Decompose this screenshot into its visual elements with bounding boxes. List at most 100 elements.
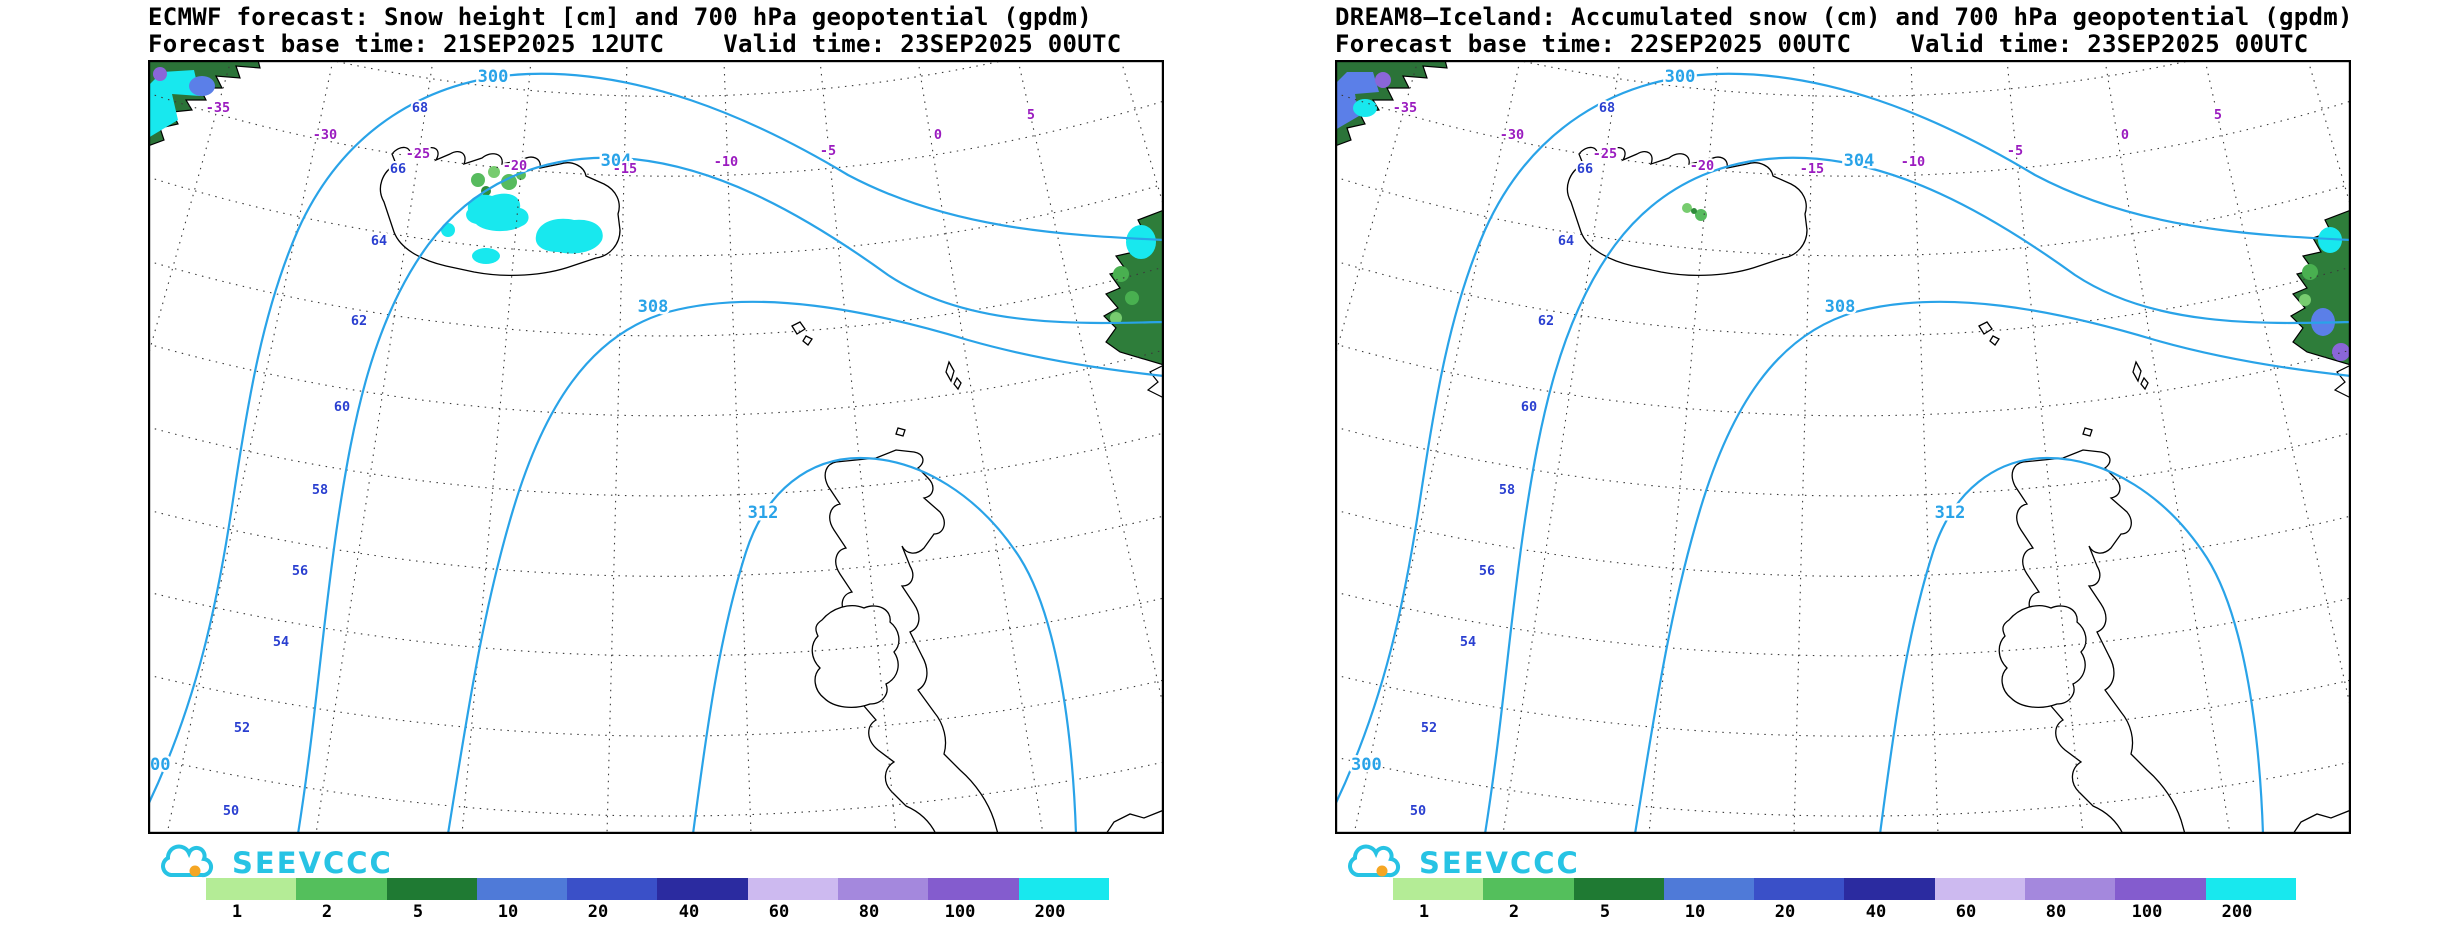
norway-snow-green-1 <box>2302 264 2318 280</box>
colorbar-tick: 2 <box>1508 902 1520 922</box>
snow-shading-dream8 <box>1335 72 2350 361</box>
greenland-snow-blue <box>189 76 215 96</box>
lat-label: 50 <box>223 803 239 819</box>
graticule <box>1335 60 2351 834</box>
iceland-glacier-vatnajokull <box>535 218 603 254</box>
lat-label: 68 <box>1599 100 1615 116</box>
lon-label: 0 <box>934 127 942 143</box>
colorbar-tick: 20 <box>1774 902 1796 922</box>
lon-label: -25 <box>406 146 430 162</box>
graticule-parallels <box>1335 60 2351 817</box>
lon-label: 5 <box>2214 107 2222 123</box>
orkney-islands <box>2082 427 2093 437</box>
panel-dream8-subtitle: Forecast base time: 22SEP2025 00UTC Vali… <box>1335 30 2309 58</box>
lat-label: 60 <box>1521 399 1537 415</box>
lon-label: -35 <box>1393 100 1417 116</box>
greenland-snow-purple <box>153 67 167 81</box>
seevccc-cloud-icon <box>161 844 214 878</box>
lon-label: -20 <box>503 158 527 174</box>
france-coastline <box>2292 809 2351 834</box>
norway-snow-green-2 <box>2299 294 2311 306</box>
forecast-map-dream8: 300 304 308 312 300 -35 -30 -25 -20 -15 … <box>1335 60 2351 834</box>
norway-coast-south <box>2333 364 2351 399</box>
graticule-meridians <box>1335 60 2351 834</box>
colorbar-segment <box>1483 878 1574 900</box>
contour-label-304: 304 <box>601 151 632 171</box>
graticule <box>148 60 1164 834</box>
contour-label-300-bottom: 00 <box>150 755 170 775</box>
snow-colorbar <box>206 878 1109 900</box>
lon-label: -5 <box>2007 143 2023 159</box>
colorbar-tick: 20 <box>587 902 609 922</box>
lat-label: 52 <box>234 720 250 736</box>
iceland-glacier-myrdalsjokull <box>472 248 500 264</box>
lon-label: -15 <box>1800 161 1824 177</box>
contour-308 <box>446 300 1164 834</box>
colorbar-segment <box>1018 878 1109 900</box>
lon-label: -25 <box>1593 146 1617 162</box>
snow-colorbar <box>1393 878 2296 900</box>
iceland-snow-green-2 <box>1695 209 1707 221</box>
geopotential-contours <box>148 72 1164 834</box>
iceland-snow-green-1 <box>1682 203 1692 213</box>
lat-label: 52 <box>1421 720 1437 736</box>
lat-label: 60 <box>334 399 350 415</box>
seevccc-cloud-icon <box>1348 844 1401 878</box>
contour-label-308: 308 <box>638 297 669 317</box>
iceland-snow-green-2 <box>488 166 500 178</box>
lat-label: 66 <box>390 161 406 177</box>
great-britain-coastline <box>824 449 999 834</box>
colorbar-tick: 60 <box>768 902 790 922</box>
colorbar-segment <box>1844 878 1935 900</box>
contour-304 <box>1483 156 2351 834</box>
colorbar-segment <box>567 878 658 900</box>
colorbar-tick: 10 <box>497 902 519 922</box>
snow-shading-ecmwf <box>148 67 1156 324</box>
geopotential-contours <box>1335 72 2351 834</box>
panel-ecmwf-titles: ECMWF forecast: Snow height [cm] and 700… <box>148 4 1121 58</box>
lat-label: 62 <box>351 313 367 329</box>
iceland-snow-green-3 <box>1691 208 1697 214</box>
lat-label: 58 <box>312 482 328 498</box>
lat-label: 62 <box>1538 313 1554 329</box>
iceland-snow-green-3 <box>501 174 517 190</box>
contour-label-304: 304 <box>1844 151 1875 171</box>
contour-308 <box>1633 300 2351 834</box>
graticule-meridians <box>148 60 1164 834</box>
lon-label: -30 <box>1500 127 1524 143</box>
colorbar-tick: 5 <box>412 902 424 922</box>
shetland-islands <box>945 360 962 391</box>
colorbar-segment <box>838 878 929 900</box>
colorbar-tick: 80 <box>858 902 880 922</box>
colorbar-segment <box>1663 878 1755 900</box>
lat-label: 64 <box>371 233 387 249</box>
lat-label: 64 <box>1558 233 1574 249</box>
contour-300 <box>148 72 1164 806</box>
lon-label: -10 <box>714 154 738 170</box>
faroe-islands <box>791 321 813 346</box>
lat-label: 54 <box>1460 634 1476 650</box>
colorbar-segment <box>2205 878 2296 900</box>
colorbar-segment <box>1573 878 1664 900</box>
colorbar-tick: 200 <box>1034 902 1066 922</box>
colorbar-tick: 2 <box>321 902 333 922</box>
lat-label: 66 <box>1577 161 1593 177</box>
colorbar-segment <box>928 878 1019 900</box>
colorbar-segment <box>1754 878 1845 900</box>
forecast-map-ecmwf: 300 304 308 312 00 -35 -30 -25 -20 -15 -… <box>148 60 1164 834</box>
lon-label: -20 <box>1690 158 1714 174</box>
contour-312 <box>1878 456 2265 834</box>
colorbar-segment <box>386 878 477 900</box>
seevccc-logo-text: SEEVCCC <box>1419 846 1580 880</box>
contour-label-312: 312 <box>748 503 779 523</box>
norway-snow-cyan <box>1126 225 1156 259</box>
lat-label: 54 <box>273 634 289 650</box>
forecast-map-ecmwf-svg: 300 304 308 312 00 -35 -30 -25 -20 -15 -… <box>148 60 1164 834</box>
norway-snow-green-3 <box>1110 312 1122 324</box>
colorbar-tick: 60 <box>1955 902 1977 922</box>
norway-snow-purple <box>2332 343 2350 361</box>
orkney-islands <box>895 427 906 437</box>
contour-label-300-top: 300 <box>1665 67 1696 87</box>
colorbar-tick: 80 <box>2045 902 2067 922</box>
